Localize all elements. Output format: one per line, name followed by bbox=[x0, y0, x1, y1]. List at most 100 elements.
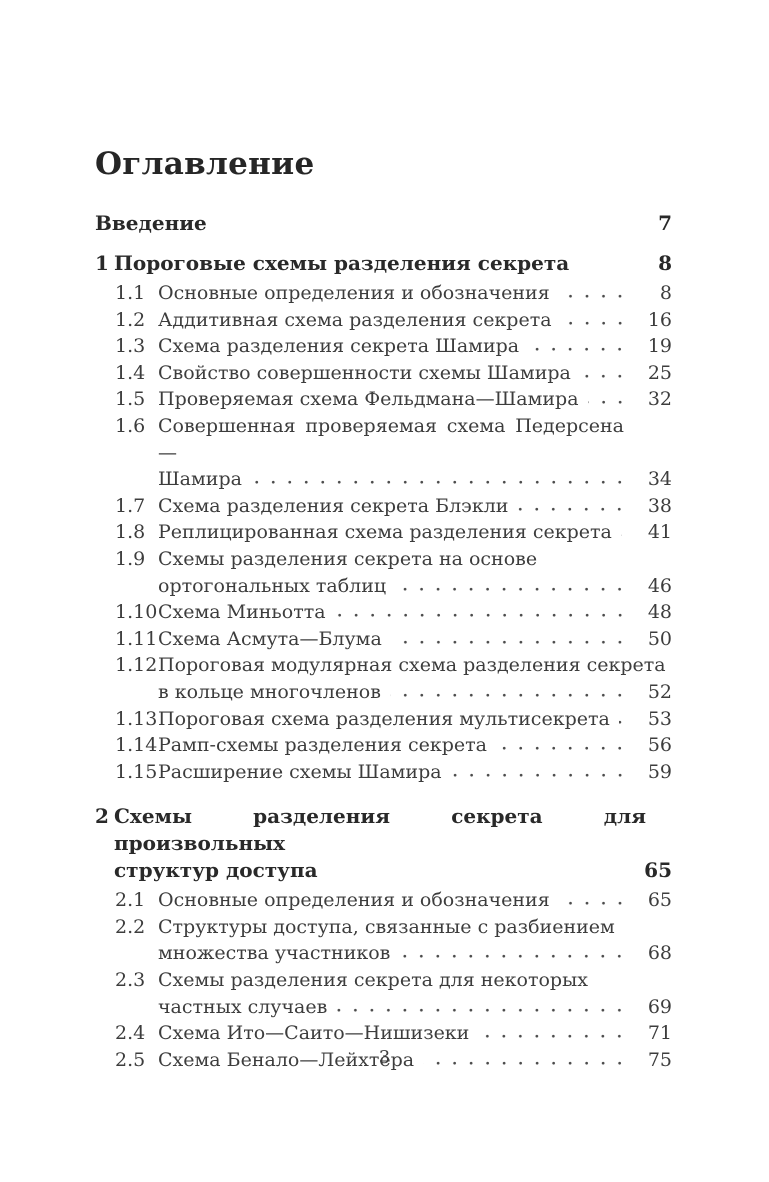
entry-title-line: Схемы разделения секрета для некоторых bbox=[158, 969, 588, 992]
entry-page-number: 25 bbox=[647, 361, 672, 384]
entry-page-number: 50 bbox=[647, 627, 672, 650]
toc-list: Введение 7 1 Пороговые схемы разделения сек… bbox=[95, 210, 672, 1073]
entry-page-number: 46 bbox=[647, 574, 672, 597]
entry-title-line: ортогональных таблиц bbox=[158, 574, 387, 597]
entry-title-line: Схема Ито—Саито—Нишизеки bbox=[158, 1022, 470, 1045]
entry-number: 1.10 bbox=[115, 601, 158, 624]
entry-number: 1.12 bbox=[115, 654, 158, 677]
entry-title-line: Основные определения и обозначения bbox=[158, 282, 550, 304]
entry-number: 2.1 bbox=[115, 889, 146, 912]
dot-leader bbox=[336, 1007, 634, 1013]
entry-title-line: множества участников bbox=[158, 942, 391, 965]
entry-page-number: 68 bbox=[647, 942, 672, 965]
entry-title-line: Пороговая схема разделения мультисекрета bbox=[158, 707, 610, 730]
dot-leader bbox=[495, 746, 634, 752]
entry-number: 1.3 bbox=[115, 335, 146, 358]
entry-number: 2.4 bbox=[115, 1022, 146, 1045]
entry-number: 1.1 bbox=[115, 282, 146, 304]
dot-leader bbox=[334, 613, 634, 619]
entry-page-number: 48 bbox=[647, 601, 672, 624]
section-row: 1.13 Пороговая схема разделения мультисек… bbox=[95, 706, 672, 733]
dot-leader bbox=[528, 347, 634, 353]
entry-number: 2 bbox=[95, 804, 109, 829]
entry-page-number: 69 bbox=[647, 995, 672, 1018]
entry-title-line: Структуры доступа, связанные с разбиение… bbox=[158, 915, 615, 938]
entry-title-line: Совершенная проверяемая схема Педерсена— bbox=[158, 414, 624, 464]
entry-page-number: 34 bbox=[647, 468, 672, 491]
dot-leader bbox=[250, 480, 634, 486]
dot-leader bbox=[395, 586, 634, 592]
entry-number: 2.3 bbox=[115, 969, 146, 992]
entry-title-line: Схемы разделения секрета для произвольны… bbox=[114, 804, 646, 856]
toc-content: Оглавление Введение 7 1 Пороговые схемы раз… bbox=[95, 0, 672, 1073]
chapter-row: 1 Пороговые схемы разделения секрета 8 bbox=[95, 250, 672, 277]
section-row: 1.10 Схема Миньотта 48 bbox=[95, 599, 672, 626]
dot-leader bbox=[587, 400, 634, 406]
footer-page-number: 3 bbox=[378, 1047, 391, 1068]
dot-leader bbox=[399, 954, 634, 960]
entry-label: Введение bbox=[95, 211, 207, 235]
entry-title-line: частных случаев bbox=[158, 995, 328, 1018]
entry-page-number: 56 bbox=[647, 734, 672, 757]
entry-page-number: 59 bbox=[647, 760, 672, 783]
dot-leader bbox=[579, 373, 634, 379]
dot-leader bbox=[558, 901, 634, 907]
entry-page-number: 16 bbox=[647, 308, 672, 331]
dot-leader bbox=[620, 533, 634, 539]
section-row: 1.11 Схема Асмута—Блума 50 bbox=[95, 626, 672, 653]
entry-number: 1.15 bbox=[115, 760, 158, 783]
entry-number: 1.13 bbox=[115, 707, 158, 730]
section-row: 1.2 Аддитивная схема разделения секрета 16 bbox=[95, 307, 672, 334]
section-row: 1.6 Совершенная проверяемая схема Педерсе… bbox=[95, 413, 672, 466]
entry-number: 1.14 bbox=[115, 734, 158, 757]
entry-page-number: 53 bbox=[647, 707, 672, 730]
entry-number: 2.5 bbox=[115, 1048, 146, 1071]
section-row: множества участников 68 bbox=[95, 940, 672, 967]
dot-leader bbox=[618, 719, 634, 725]
entry-page-number: 52 bbox=[647, 680, 672, 703]
entry-title-line: Шамира bbox=[158, 468, 242, 491]
entry-page-number: 7 bbox=[658, 211, 672, 235]
section-row: 2.1 Основные определения и обозначения 65 bbox=[95, 887, 672, 914]
entry-number: 2.2 bbox=[115, 915, 146, 938]
entry-title-line: в кольце многочленов bbox=[158, 680, 381, 703]
section-row: 1.9 Схемы разделения секрета на основе bbox=[95, 546, 672, 573]
section-row: 1.1 Основные определения и обозначения 8 bbox=[95, 280, 672, 307]
entry-title-line: Пороговая модулярная схема разделения се… bbox=[158, 654, 666, 677]
entry-number: 1 bbox=[95, 251, 109, 275]
entry-page-number: 8 bbox=[658, 251, 672, 275]
entry-title-line: Схема Миньотта bbox=[158, 601, 326, 624]
section-row: 1.7 Схема разделения секрета Блэкли 38 bbox=[95, 493, 672, 520]
entry-title-line: Расширение схемы Шамира bbox=[158, 760, 442, 783]
dot-leader bbox=[560, 320, 634, 326]
entry-title-line: Свойство совершенности схемы Шамира bbox=[158, 361, 571, 384]
section-row: в кольце многочленов 52 bbox=[95, 679, 672, 706]
entry-number: 1.9 bbox=[115, 547, 146, 570]
entry-number: 1.2 bbox=[115, 308, 146, 331]
entry-number: 1.4 bbox=[115, 361, 146, 384]
section-row: 1.5 Проверяемая схема Фельдмана—Шамира 32 bbox=[95, 386, 672, 413]
dot-leader bbox=[517, 506, 634, 512]
entry-title-line: Реплицированная схема разделения секрета bbox=[158, 521, 612, 544]
dot-leader bbox=[558, 294, 634, 299]
section-row: 1.14 Рамп-схемы разделения секрета 56 bbox=[95, 732, 672, 759]
section-row: 2.2 Структуры доступа, связанные с разбие… bbox=[95, 914, 672, 941]
entry-number: 1.6 bbox=[115, 414, 146, 437]
chapter-row: 2 Схемы разделения секрета для произвольн… bbox=[95, 803, 672, 857]
chapter-row: структур доступа 65 bbox=[95, 857, 672, 884]
entry-number: 1.11 bbox=[115, 627, 158, 650]
section-row: 1.8 Реплицированная схема разделения секр… bbox=[95, 519, 672, 546]
dot-leader bbox=[390, 639, 634, 645]
entry-title-line: Схема Асмута—Блума bbox=[158, 627, 382, 650]
entry-title-line: Основные определения и обозначения bbox=[158, 889, 550, 912]
intro-row: Введение 7 bbox=[95, 210, 672, 237]
section-row: 1.3 Схема разделения секрета Шамира 19 bbox=[95, 333, 672, 360]
dot-leader bbox=[389, 692, 634, 698]
page-title: Оглавление bbox=[95, 146, 315, 182]
entry-number: 1.7 bbox=[115, 494, 146, 517]
entry-title-line: Схемы разделения секрета на основе bbox=[158, 547, 538, 570]
entry-page-number: 65 bbox=[644, 858, 672, 883]
entry-number: 1.8 bbox=[115, 521, 146, 544]
entry-title-line: Аддитивная схема разделения секрета bbox=[158, 308, 552, 331]
